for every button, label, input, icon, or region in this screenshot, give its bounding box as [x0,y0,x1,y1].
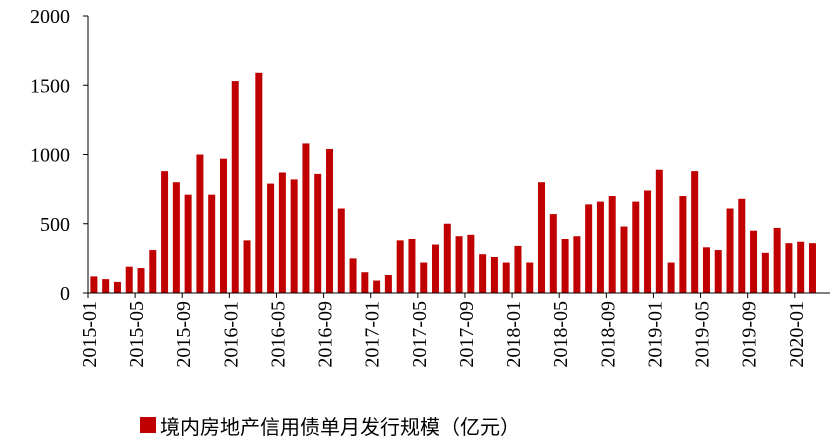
bar [808,243,816,293]
y-tick-label: 2000 [30,6,70,28]
legend-label: 境内房地产信用债单月发行规模（亿元） [160,414,520,439]
bar [255,72,263,293]
bar [184,194,192,293]
bar [467,234,475,293]
bar [514,245,522,293]
bar [196,154,204,293]
x-tick-label: 2017-01 [362,301,384,368]
bar [573,236,581,293]
y-tick-label: 1500 [30,75,70,97]
bar [384,275,392,293]
x-tick-label: 2020-01 [786,301,808,368]
bar [373,280,381,293]
bar [408,238,416,293]
bar [773,227,781,293]
bar [302,143,310,293]
bar [761,252,769,293]
x-tick-label: 2018-09 [597,301,619,368]
bar [785,243,793,293]
bar [125,266,133,293]
bar [490,256,498,293]
bar [644,190,652,293]
bar [361,272,369,293]
bar [443,223,451,293]
bar [243,240,251,293]
bar [502,262,510,293]
bar [420,262,428,293]
y-tick-label: 0 [60,283,70,305]
bar [325,148,333,293]
bar [561,238,569,293]
bar [702,247,710,293]
y-axis-tick-labels: 0 500 1000 1500 2000 [30,6,70,305]
x-tick-label: 2015-09 [173,301,195,368]
bar [750,230,758,293]
axes [83,15,830,298]
bar [290,179,298,293]
bar [479,254,487,293]
legend: 境内房地产信用债单月发行规模（亿元） [140,410,520,440]
bar [337,208,345,293]
bar [538,182,546,293]
bar [396,240,404,293]
bar [208,194,216,293]
x-tick-label: 2016-05 [267,301,289,368]
bar [231,81,239,293]
bar [726,208,734,293]
bar [314,173,322,293]
bar [714,250,722,293]
x-axis-tick-labels: 2015-01 2015-05 2015-09 2016-01 2016-05 2016-… [79,301,808,368]
x-tick-label: 2015-05 [126,301,148,368]
bar [655,169,663,293]
bar [278,172,286,293]
y-tick-label: 500 [40,214,70,236]
bar [432,244,440,293]
bar [172,182,180,293]
bar [797,241,805,293]
x-tick-label: 2019-01 [644,301,666,368]
bar [137,268,145,293]
bar [691,171,699,293]
x-tick-label: 2018-01 [503,301,525,368]
bar [585,204,593,293]
x-tick-label: 2017-09 [456,301,478,368]
bar [526,262,534,293]
bar [608,196,616,293]
bar [161,171,169,293]
bar [349,258,357,294]
x-tick-label: 2015-01 [79,301,101,368]
bar [90,276,98,293]
x-tick-label: 2017-05 [409,301,431,368]
x-tick-label: 2016-09 [315,301,337,368]
bar [113,281,121,293]
bar [667,262,675,293]
y-tick-label: 1000 [30,145,70,167]
bar [219,158,227,293]
bar [679,196,687,293]
bar [267,183,275,293]
bar [102,279,110,293]
bar [596,201,604,293]
legend-swatch [140,417,156,433]
x-tick-label: 2019-05 [692,301,714,368]
bar [632,201,640,293]
bar [738,198,746,293]
bar [549,214,557,293]
bar [455,236,463,293]
x-tick-label: 2016-01 [220,301,242,368]
bars [90,72,816,294]
bar [149,250,157,293]
x-tick-label: 2018-05 [550,301,572,368]
bar [620,226,628,293]
x-tick-label: 2019-09 [739,301,761,368]
